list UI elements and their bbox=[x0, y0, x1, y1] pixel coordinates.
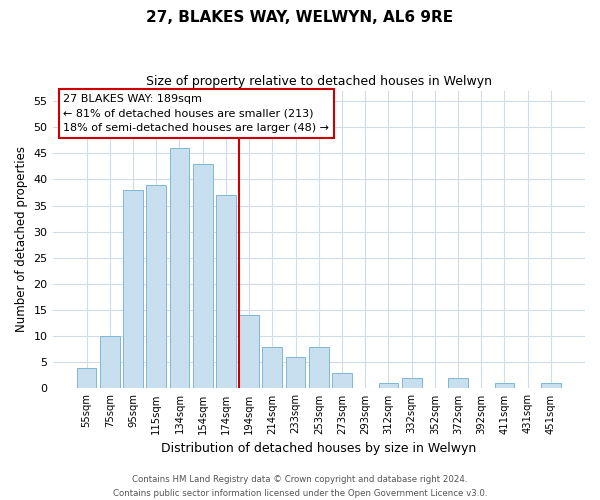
Bar bbox=[100, 336, 119, 388]
Bar bbox=[123, 190, 143, 388]
Bar bbox=[309, 346, 329, 389]
Bar bbox=[193, 164, 212, 388]
Bar bbox=[494, 383, 514, 388]
Bar bbox=[170, 148, 190, 388]
Bar bbox=[262, 346, 282, 389]
Text: 27 BLAKES WAY: 189sqm
← 81% of detached houses are smaller (213)
18% of semi-det: 27 BLAKES WAY: 189sqm ← 81% of detached … bbox=[63, 94, 329, 133]
Bar bbox=[332, 373, 352, 388]
Bar bbox=[402, 378, 422, 388]
Bar bbox=[286, 357, 305, 388]
Text: 27, BLAKES WAY, WELWYN, AL6 9RE: 27, BLAKES WAY, WELWYN, AL6 9RE bbox=[146, 10, 454, 25]
Bar bbox=[448, 378, 468, 388]
Title: Size of property relative to detached houses in Welwyn: Size of property relative to detached ho… bbox=[146, 75, 492, 88]
Text: Contains HM Land Registry data © Crown copyright and database right 2024.
Contai: Contains HM Land Registry data © Crown c… bbox=[113, 476, 487, 498]
Bar bbox=[541, 383, 561, 388]
X-axis label: Distribution of detached houses by size in Welwyn: Distribution of detached houses by size … bbox=[161, 442, 476, 455]
Bar bbox=[77, 368, 97, 388]
Bar bbox=[239, 316, 259, 388]
Bar bbox=[146, 184, 166, 388]
Y-axis label: Number of detached properties: Number of detached properties bbox=[15, 146, 28, 332]
Bar bbox=[379, 383, 398, 388]
Bar bbox=[216, 195, 236, 388]
